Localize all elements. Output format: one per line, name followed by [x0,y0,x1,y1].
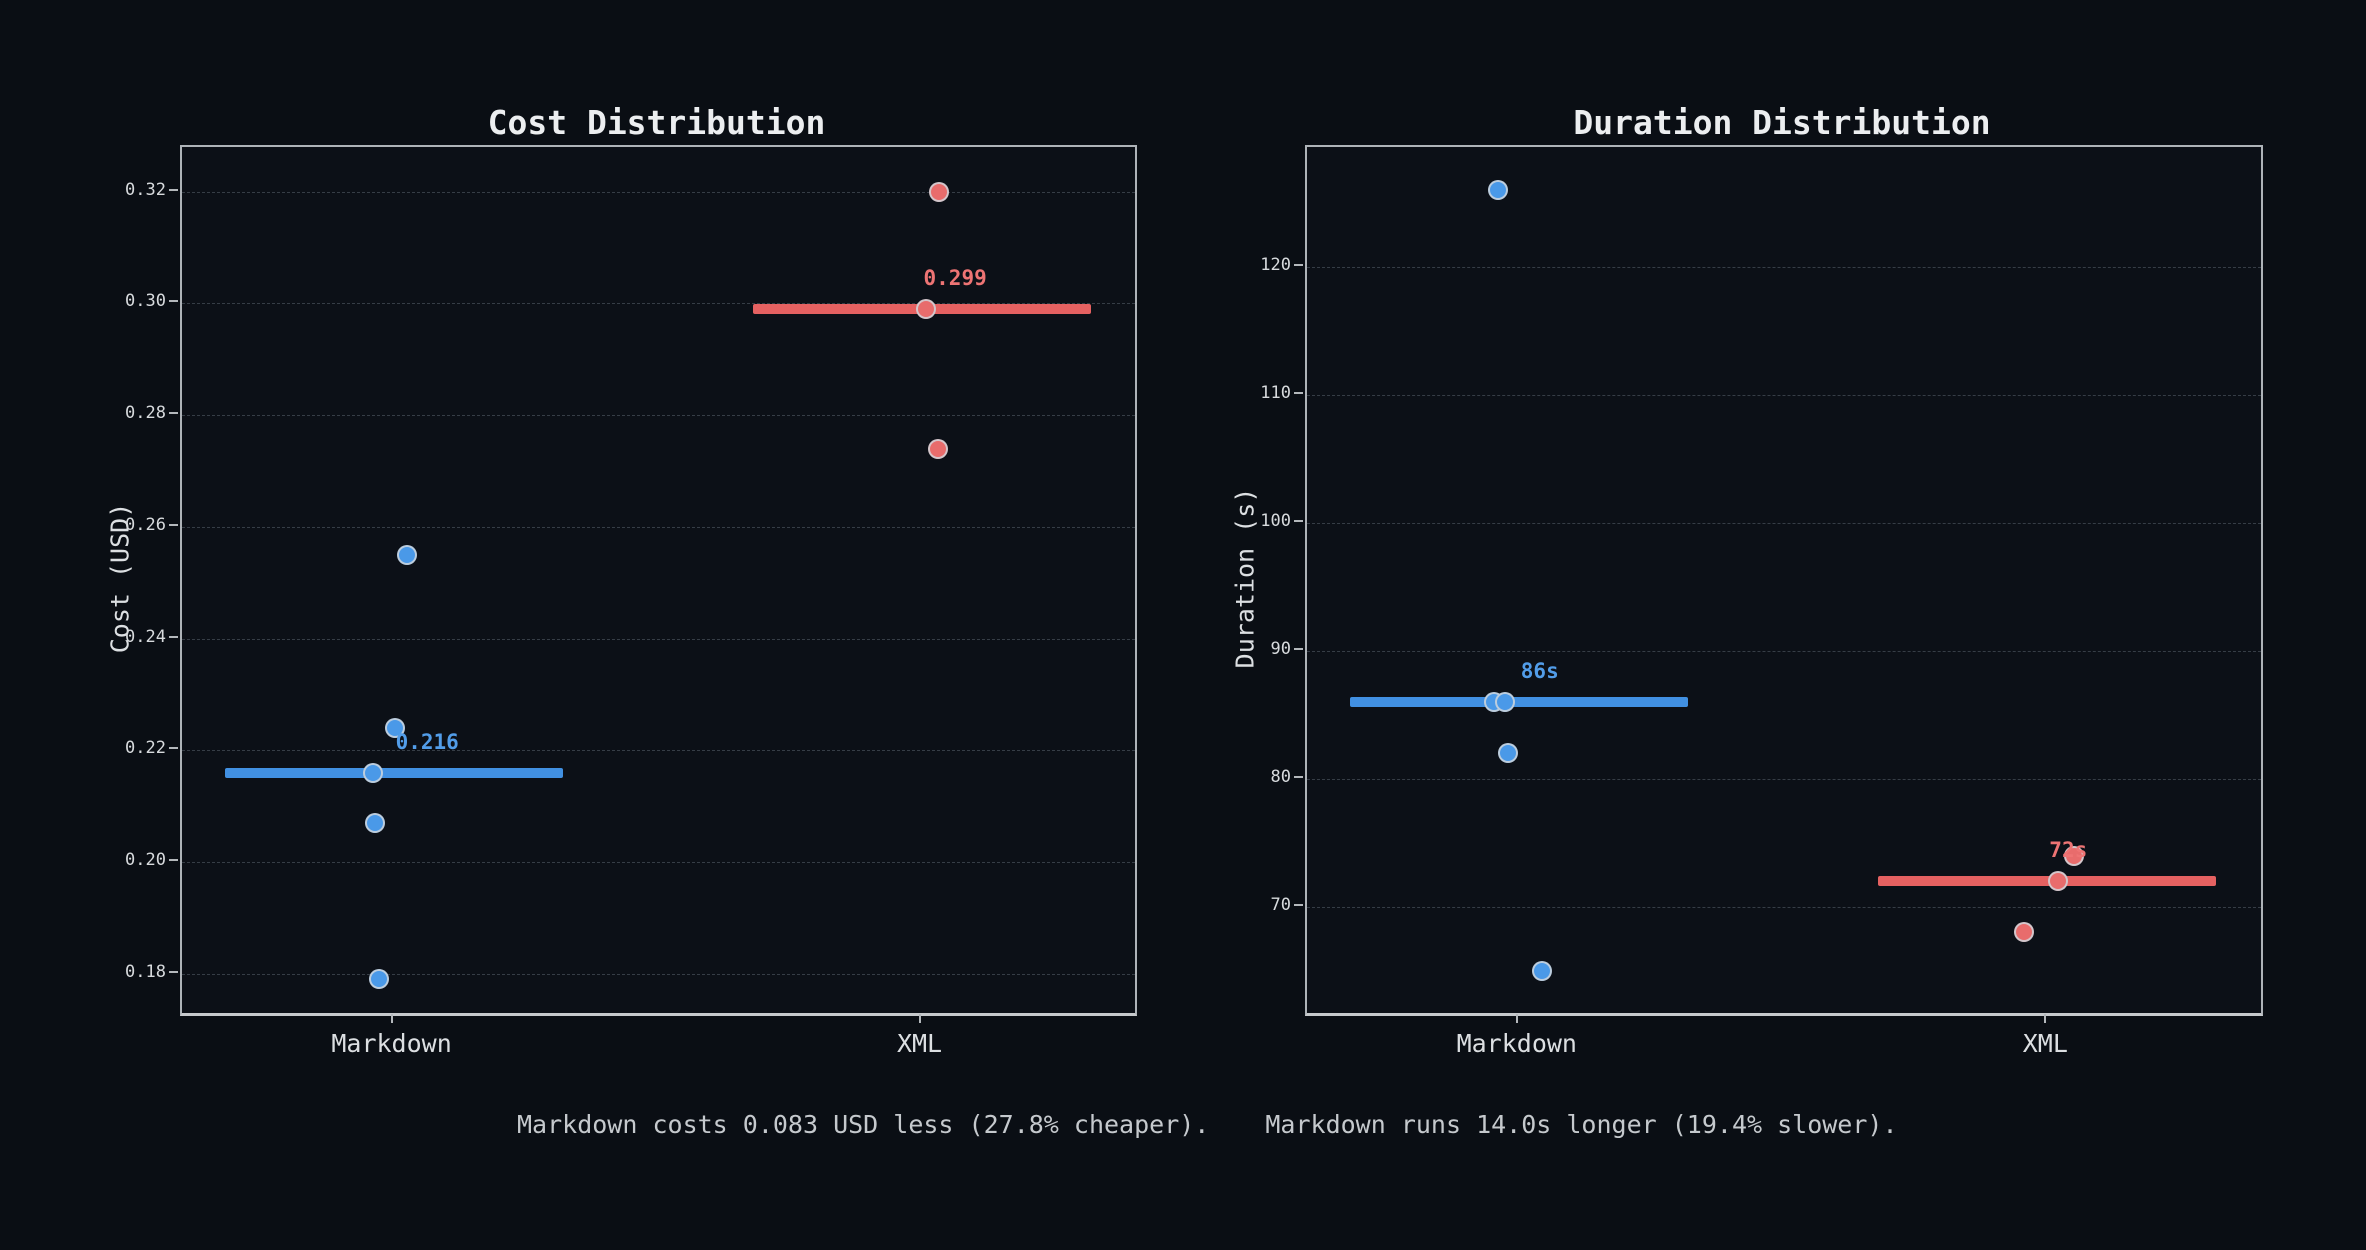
x-tick-mark [1515,1014,1518,1023]
gridline [182,526,1135,528]
gridline [1307,650,2261,652]
y-tick-label: 0.24 [125,626,166,647]
figure-caption: Markdown costs 0.083 USD less (27.8% che… [517,1110,1898,1139]
duration-median-line-xml [1878,876,2217,887]
y-tick-label: 70 [1270,894,1291,915]
duration-median-label-markdown: 86s [1520,659,1559,684]
duration-data-point-xml [2014,922,2035,943]
cost-data-point-xml [928,181,949,202]
y-tick-mark [169,300,178,303]
y-tick-mark [1294,520,1303,523]
gridline [182,191,1135,193]
cost-data-point-xml [915,299,936,320]
y-tick-label: 0.28 [125,403,166,424]
gridline [182,973,1135,975]
y-tick-mark [169,188,178,191]
cost-data-point-markdown [396,544,417,565]
y-tick-mark [169,412,178,415]
duration-data-point-xml [2048,871,2069,892]
gridline [1307,523,2261,525]
gridline [182,750,1135,752]
y-tick-mark [1294,775,1303,778]
y-tick-mark [1294,264,1303,267]
y-tick-label: 0.32 [125,179,166,200]
duration-data-point-markdown [1487,180,1508,201]
y-tick-mark [1294,903,1303,906]
y-tick-label: 0.26 [125,514,166,535]
duration-plot-title: Duration Distribution [1573,103,1991,142]
y-tick-label: 90 [1270,638,1291,659]
gridline [182,303,1135,305]
caption-cost-note: Markdown costs 0.083 USD less (27.8% che… [517,1110,1210,1139]
cost-median-label-markdown: 0.216 [395,729,459,754]
cost-data-point-markdown [384,718,405,739]
y-tick-mark [169,747,178,750]
y-tick-mark [169,523,178,526]
x-tick-label-markdown: Markdown [331,1029,452,1058]
x-tick-mark [2044,1014,2047,1023]
x-tick-label-xml: XML [896,1029,943,1058]
duration-data-point-markdown [1494,692,1515,713]
y-tick-label: 0.20 [125,850,166,871]
gridline [182,415,1135,417]
cost-median-line-markdown [224,767,563,778]
gridline [182,638,1135,640]
cost-data-point-markdown [368,969,389,990]
cost-plot: 0.216 0.299 [180,145,1137,1016]
y-tick-label: 100 [1260,511,1291,532]
gridline [1307,395,2261,397]
y-tick-label: 80 [1270,766,1291,787]
duration-data-point-xml [2064,845,2085,866]
y-tick-label: 0.30 [125,291,166,312]
x-tick-mark [918,1014,921,1023]
x-tick-mark [390,1014,393,1023]
y-tick-mark [169,635,178,638]
cost-data-point-xml [927,438,948,459]
duration-data-point-markdown [1531,960,1552,981]
gridline [1307,267,2261,269]
duration-data-point-markdown [1497,743,1518,764]
cost-data-point-markdown [364,813,385,834]
gridline [1307,778,2261,780]
y-tick-label: 120 [1260,255,1291,276]
x-tick-label-xml: XML [2022,1029,2068,1058]
y-tick-mark [169,970,178,973]
y-tick-mark [169,859,178,862]
y-tick-mark [1294,647,1303,650]
caption-duration-note: Markdown runs 14.0s longer (19.4% slower… [1265,1110,1898,1139]
y-tick-mark [1294,392,1303,395]
x-tick-label-markdown: Markdown [1456,1029,1577,1058]
duration-plot: 86s 72s [1305,145,2263,1016]
duration-median-label-xml: 72s [2049,838,2088,863]
cost-data-point-markdown [362,762,383,783]
gridline [1307,906,2261,908]
y-tick-label: 0.22 [125,738,166,759]
cost-plot-title: Cost Distribution [487,103,826,142]
y-tick-label: 0.18 [125,961,166,982]
duration-median-line-markdown [1349,697,1688,708]
cost-median-label-xml: 0.299 [923,266,987,291]
y-tick-label: 110 [1260,383,1291,404]
gridline [182,862,1135,864]
